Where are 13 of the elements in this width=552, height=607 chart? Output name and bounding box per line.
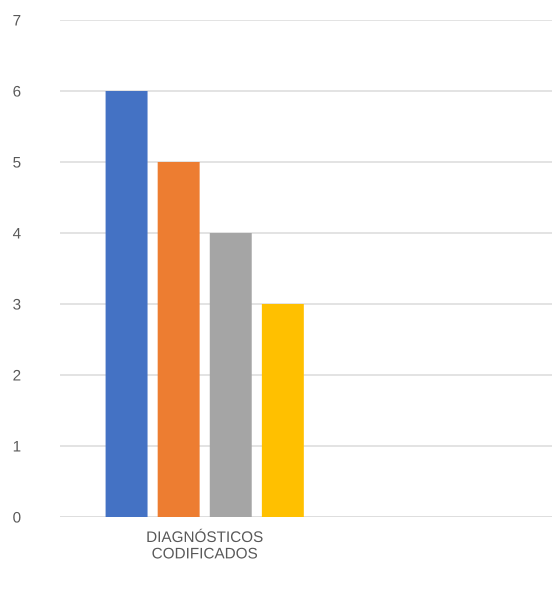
y-tick-label: 1 (14, 441, 20, 452)
y-tick-label: 5 (13, 157, 20, 168)
bar (106, 91, 148, 517)
bar (262, 304, 304, 517)
y-tick-label: 6 (13, 86, 20, 97)
x-tick-label: DIAGNÓSTICOS CODIFICADOS (147, 528, 263, 559)
y-tick-label: 4 (12, 228, 21, 239)
y-tick-label: 2 (13, 370, 20, 381)
y-tick-label: 7 (13, 15, 20, 26)
y-tick-label: 0 (13, 512, 21, 523)
y-tick-label: 3 (13, 298, 20, 310)
bar (158, 162, 200, 517)
bar (210, 233, 252, 517)
